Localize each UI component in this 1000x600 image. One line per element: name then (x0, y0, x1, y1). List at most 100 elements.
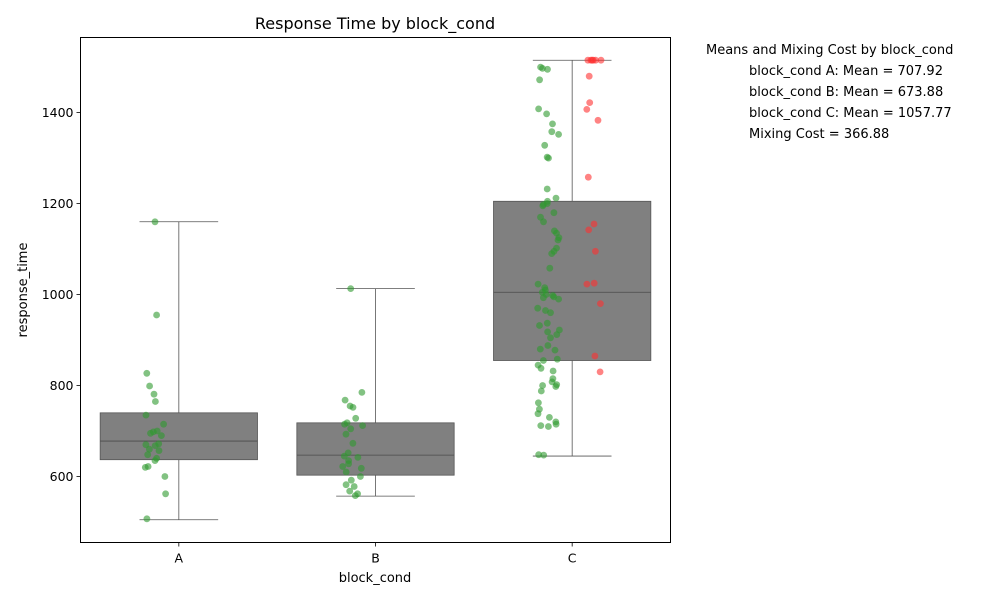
data-point (583, 280, 591, 288)
data-point (345, 460, 352, 468)
data-point (540, 357, 547, 364)
data-point (552, 383, 560, 390)
data-point (594, 116, 602, 124)
data-point (342, 481, 350, 489)
annotation-line-b: block_cond B: Mean = 673.88 (749, 85, 943, 100)
y-axis: 600 800 1000 1200 1400 (42, 105, 81, 484)
data-point (151, 442, 159, 449)
data-point (586, 99, 594, 106)
data-point (585, 72, 593, 80)
data-point (341, 396, 349, 404)
data-point (540, 294, 547, 302)
data-point (590, 220, 598, 228)
points-layer (141, 56, 605, 523)
data-point (347, 285, 355, 292)
data-point (585, 226, 593, 234)
data-point (144, 451, 152, 459)
data-point (553, 355, 561, 363)
data-point (358, 389, 366, 396)
data-point (535, 399, 542, 407)
y-tick-label: 600 (50, 469, 74, 484)
data-point (339, 463, 347, 470)
data-point (545, 423, 552, 430)
data-point (160, 420, 168, 428)
data-point (555, 295, 562, 303)
data-point (352, 414, 360, 422)
chart-title: Response Time by block_cond (255, 14, 495, 34)
data-point (546, 414, 553, 421)
data-point (537, 364, 545, 372)
data-point (534, 304, 542, 312)
box-iqr (296, 422, 455, 476)
data-point (347, 476, 355, 484)
data-point (162, 490, 170, 498)
data-point (540, 451, 548, 459)
data-point (155, 447, 163, 454)
data-point (153, 311, 161, 319)
data-point (151, 218, 159, 226)
data-point (590, 279, 598, 287)
data-point (146, 445, 153, 453)
data-point (536, 345, 544, 353)
data-point (142, 411, 150, 419)
data-point (547, 334, 554, 342)
annotation-line-mixing: Mixing Cost = 366.88 (749, 127, 889, 142)
data-point (544, 65, 551, 73)
stats-annotation: Means and Mixing Cost by block_cond bloc… (706, 43, 953, 142)
x-axis-label: block_cond (339, 571, 412, 586)
data-point (553, 331, 561, 338)
data-point (543, 110, 550, 118)
data-point (548, 250, 556, 257)
data-point (359, 422, 366, 429)
data-point (549, 120, 556, 128)
data-point (346, 487, 354, 495)
data-point (544, 342, 552, 349)
data-point (340, 452, 348, 460)
data-point (543, 319, 551, 327)
data-point (536, 322, 543, 329)
data-point (350, 483, 358, 490)
data-point (351, 492, 359, 499)
data-point (540, 218, 547, 226)
boxes-layer (99, 59, 652, 521)
box-a (99, 221, 258, 521)
data-point (551, 346, 559, 354)
y-tick-label: 800 (50, 378, 74, 393)
data-point (537, 387, 545, 395)
annotation-line-a: block_cond A: Mean = 707.92 (749, 64, 943, 79)
data-point (534, 410, 542, 418)
data-point (158, 432, 165, 439)
annotation-header: Means and Mixing Cost by block_cond (706, 43, 953, 58)
x-tick-label: B (371, 551, 380, 566)
y-tick-label: 1000 (42, 287, 74, 302)
data-point (555, 131, 562, 138)
y-tick-label: 1200 (42, 196, 74, 211)
data-point (141, 464, 149, 471)
data-point (152, 398, 159, 405)
data-point (342, 430, 350, 438)
data-point (536, 76, 543, 84)
data-point (583, 106, 591, 113)
data-point (537, 422, 545, 429)
data-point (539, 202, 547, 210)
box-iqr (99, 412, 258, 461)
box-b (296, 288, 455, 497)
data-point (342, 468, 350, 476)
data-point (534, 280, 542, 288)
data-point (552, 194, 560, 202)
data-point (161, 473, 169, 480)
annotation-line-c: block_cond C: Mean = 1057.77 (749, 106, 952, 121)
data-point (535, 105, 542, 113)
data-point (596, 368, 604, 376)
box-c (493, 59, 652, 457)
data-point (546, 264, 554, 272)
data-point (548, 128, 556, 136)
data-point (597, 56, 605, 64)
data-point (592, 247, 599, 255)
data-point (544, 328, 551, 336)
data-point (539, 382, 546, 389)
data-point (543, 185, 551, 193)
data-point (597, 300, 604, 307)
data-point (550, 209, 558, 217)
y-axis-label: response_time (16, 243, 31, 338)
